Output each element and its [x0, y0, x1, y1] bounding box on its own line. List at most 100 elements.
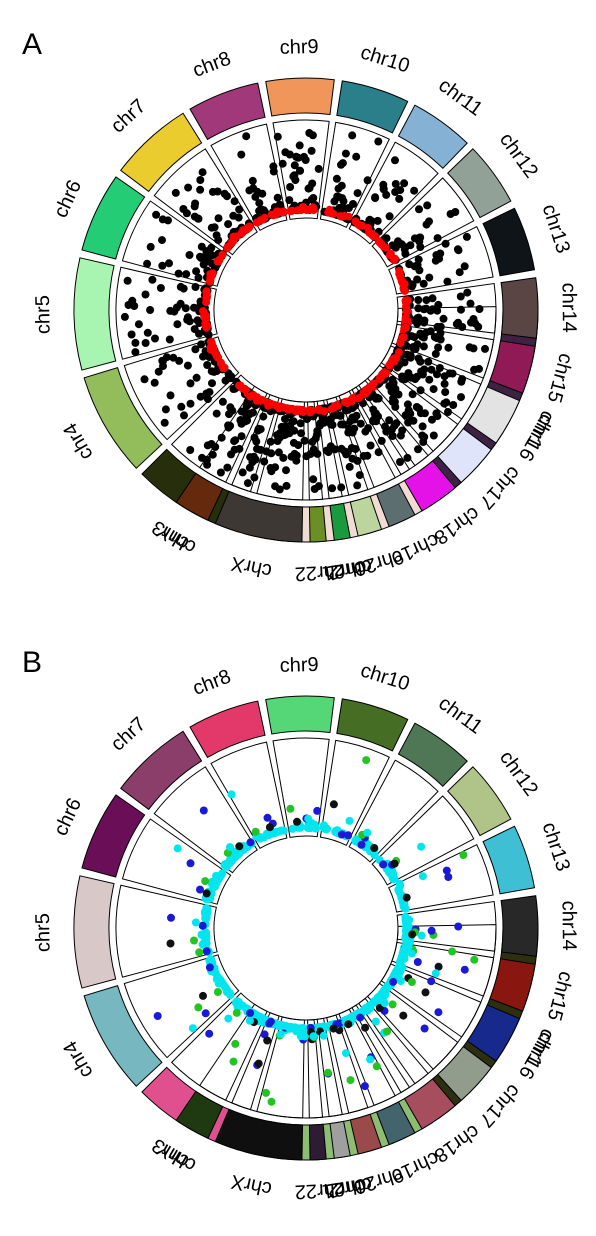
- chromosome-label-chr8: chr8: [190, 47, 234, 81]
- point-chrX: [276, 429, 284, 438]
- ideogram-chr8: [189, 82, 266, 141]
- track-cell-chr21: [316, 399, 343, 500]
- point-chr7: [207, 223, 216, 232]
- point-chr1: [398, 426, 407, 435]
- point-chr14: [402, 919, 411, 928]
- point-chr9: [292, 152, 301, 161]
- point-chr20: [342, 1049, 350, 1058]
- point-chr5: [166, 939, 175, 948]
- point-chr7: [230, 197, 239, 206]
- point-chr20: [348, 454, 357, 463]
- point-chr11: [391, 180, 400, 188]
- point-chr7: [234, 213, 243, 222]
- track-cell-chr7: [153, 766, 258, 874]
- point-chr22: [311, 434, 320, 443]
- point-chr5: [130, 302, 139, 310]
- point-chrX: [260, 457, 269, 466]
- point-chr10: [353, 189, 362, 198]
- track-cell-chr11: [348, 141, 439, 245]
- track-cell-chr20: [326, 1014, 369, 1114]
- point-chr9: [305, 184, 314, 192]
- point-chr5: [143, 328, 152, 337]
- point-chr11: [396, 186, 405, 195]
- track-cell-chr13: [388, 844, 494, 913]
- point-chr19: [366, 1055, 375, 1064]
- point-chr5: [131, 348, 140, 357]
- point-chr13: [425, 273, 434, 282]
- point-chr2: [360, 1082, 369, 1091]
- point-chr14: [475, 305, 484, 313]
- point-chrX: [285, 429, 294, 438]
- point-chr3: [205, 1029, 214, 1038]
- ideogram-chr7: [120, 112, 203, 193]
- point-chr7: [199, 806, 208, 815]
- ideogram-chr16: [466, 1004, 521, 1062]
- point-chr5: [202, 287, 211, 296]
- point-chr17: [375, 1004, 384, 1012]
- ideogram-chr6: [81, 176, 146, 260]
- track-cell-chr21: [316, 1017, 343, 1118]
- point-chr5: [141, 290, 150, 299]
- point-chr14: [414, 304, 423, 313]
- chromosome-label-chr6: chr6: [50, 795, 86, 840]
- point-chr14: [454, 922, 463, 931]
- point-chrX: [297, 429, 306, 438]
- point-chrX: [266, 464, 275, 472]
- point-chr5: [190, 325, 199, 334]
- point-chr7: [171, 188, 180, 197]
- point-chr1: [390, 421, 399, 430]
- point-chr14: [402, 307, 411, 316]
- point-chr13: [418, 872, 427, 881]
- ideogram-chr14: [500, 895, 539, 957]
- point-chr13: [459, 851, 468, 859]
- point-chr15: [481, 344, 489, 353]
- chromosome-label-chr14: chr14: [557, 283, 579, 333]
- point-chr10: [344, 831, 353, 840]
- point-chr2: [377, 436, 386, 445]
- point-chr11: [363, 828, 372, 837]
- ideogram-chr17: [437, 427, 492, 484]
- point-chr4: [220, 981, 229, 990]
- ideogram-chr6: [81, 794, 146, 878]
- point-chr10: [336, 212, 345, 221]
- point-chrX: [292, 456, 301, 465]
- track-cell-chr3: [170, 992, 280, 1111]
- point-chr11: [365, 216, 374, 225]
- point-chr1: [427, 977, 436, 986]
- point-chr7: [220, 860, 229, 869]
- chromosome-label-chr13: chr13: [538, 820, 574, 874]
- point-chrY: [253, 1011, 261, 1020]
- point-chr6: [152, 210, 161, 219]
- point-chr18: [361, 1023, 370, 1032]
- chromosome-label-chr9: chr9: [279, 654, 318, 677]
- point-chr17: [380, 999, 389, 1007]
- point-chr10: [344, 212, 353, 221]
- chromosome-label-chrX: chrX: [229, 552, 274, 582]
- point-chr17: [391, 402, 400, 411]
- point-chr5: [165, 335, 174, 344]
- chromosome-label-chr16: chr16: [514, 1028, 557, 1082]
- chromosome-label-chr13: chr13: [538, 202, 574, 256]
- point-chr14: [456, 292, 465, 301]
- chromosome-label-chr11: chr11: [434, 74, 486, 120]
- point-chr19: [348, 394, 356, 403]
- point-chr2: [337, 483, 346, 492]
- ideogram-chr20: [349, 1113, 383, 1155]
- chromosome-label-chr5: chr5: [32, 295, 55, 334]
- point-chr7: [235, 205, 244, 214]
- point-chr5: [166, 306, 175, 315]
- point-chr1: [429, 385, 438, 394]
- chromosome-label-chr22: chr22: [294, 1178, 345, 1203]
- ideogram-chr15: [489, 958, 536, 1012]
- point-chr3: [217, 433, 226, 442]
- point-chr4: [191, 345, 200, 354]
- point-chr10: [345, 816, 354, 825]
- point-chr18: [382, 427, 391, 436]
- point-chrX: [274, 448, 283, 457]
- point-chr3: [243, 479, 252, 488]
- ideogram-chr19: [375, 483, 416, 528]
- point-chr3: [208, 450, 217, 459]
- point-chr5: [123, 276, 132, 285]
- point-chr5: [191, 918, 200, 927]
